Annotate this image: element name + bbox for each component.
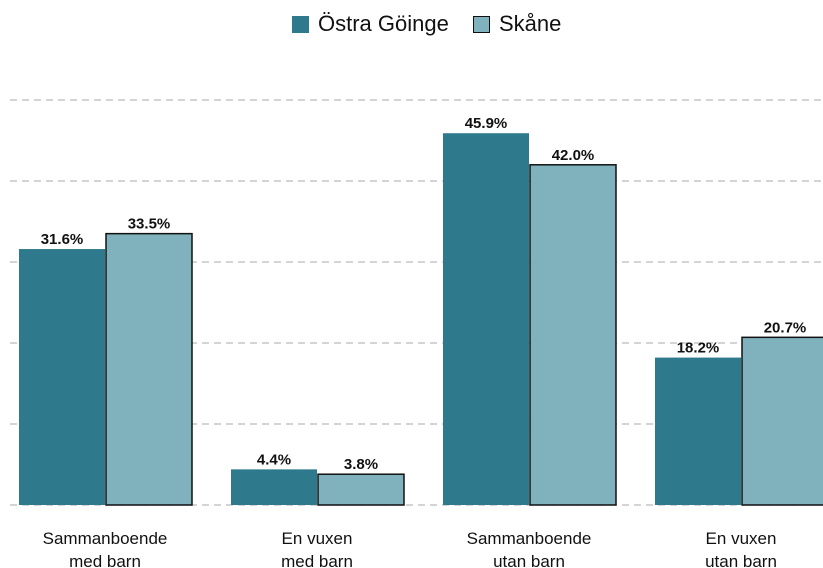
bar [655, 357, 741, 505]
data-label: 20.7% [764, 319, 807, 336]
bar [443, 133, 529, 505]
bar [317, 473, 405, 506]
legend-label: Östra Göinge [318, 11, 449, 36]
data-label: 33.5% [128, 216, 171, 233]
data-label: 3.8% [344, 456, 378, 473]
bar [105, 232, 193, 506]
data-label: 45.9% [465, 115, 508, 132]
x-tick-label: En vuxen med barn [281, 529, 353, 568]
x-tick-label: Sammanboende med barn [42, 529, 168, 568]
bar [741, 336, 823, 506]
bar [19, 249, 105, 505]
legend-swatch [292, 15, 309, 33]
bar [231, 469, 317, 505]
legend-swatch [473, 15, 490, 33]
data-label: 4.4% [257, 451, 291, 468]
data-label: 42.0% [552, 147, 595, 164]
legend-label: Skåne [499, 11, 562, 36]
data-label: 18.2% [677, 340, 720, 357]
x-tick-label: En vuxen utan barn [705, 529, 777, 568]
bar [529, 164, 617, 506]
data-label: 31.6% [41, 231, 84, 248]
legend-item: Skåne [473, 11, 561, 37]
x-tick-label: Sammanboende utan barn [466, 529, 592, 568]
legend-item: Östra Göinge [292, 11, 449, 37]
